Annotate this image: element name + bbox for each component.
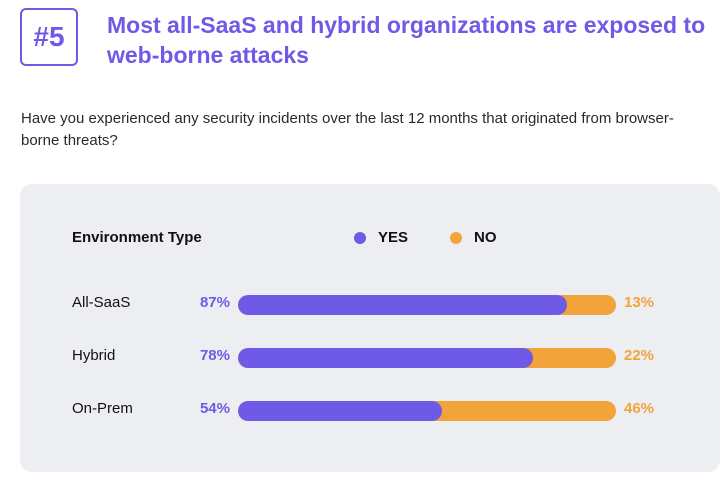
legend-no-label: NO [474,229,497,246]
headline: Most all-SaaS and hybrid organizations a… [107,12,706,68]
legend-no-dot [450,231,462,244]
category-label-all-saas: All-SaaS [72,294,131,311]
yes-bar-on-prem [238,401,443,421]
legend-no: NO [450,229,497,246]
no-value-label-on-prem: 46% [624,400,655,417]
legend-yes-label: YES [378,229,409,246]
no-bar-on-prem [238,401,616,421]
no-value-label-hybrid: 22% [624,347,655,364]
category-label-hybrid: Hybrid [72,347,116,364]
yes-value-label-hybrid: 78% [199,347,230,364]
survey-question: Have you experienced any security incide… [21,110,674,149]
yes-bar-hybrid [238,348,533,368]
legend-yes-dot [354,231,366,244]
category-header: Environment Type [72,229,202,246]
yes-value-label-all-saas: 87% [199,294,230,311]
legend-yes: YES [354,229,408,246]
no-bar-all-saas [238,295,616,315]
yes-value-label-on-prem: 54% [199,400,230,417]
section-number-badge: #5 [20,8,78,66]
chart-card: Environment Type YES NO All-SaaS 87% 13% Hy… [20,184,720,472]
no-bar-hybrid [238,348,616,368]
category-label-on-prem: On-Prem [72,400,133,417]
yes-bar-all-saas [238,295,567,315]
no-value-label-all-saas: 13% [624,294,655,311]
